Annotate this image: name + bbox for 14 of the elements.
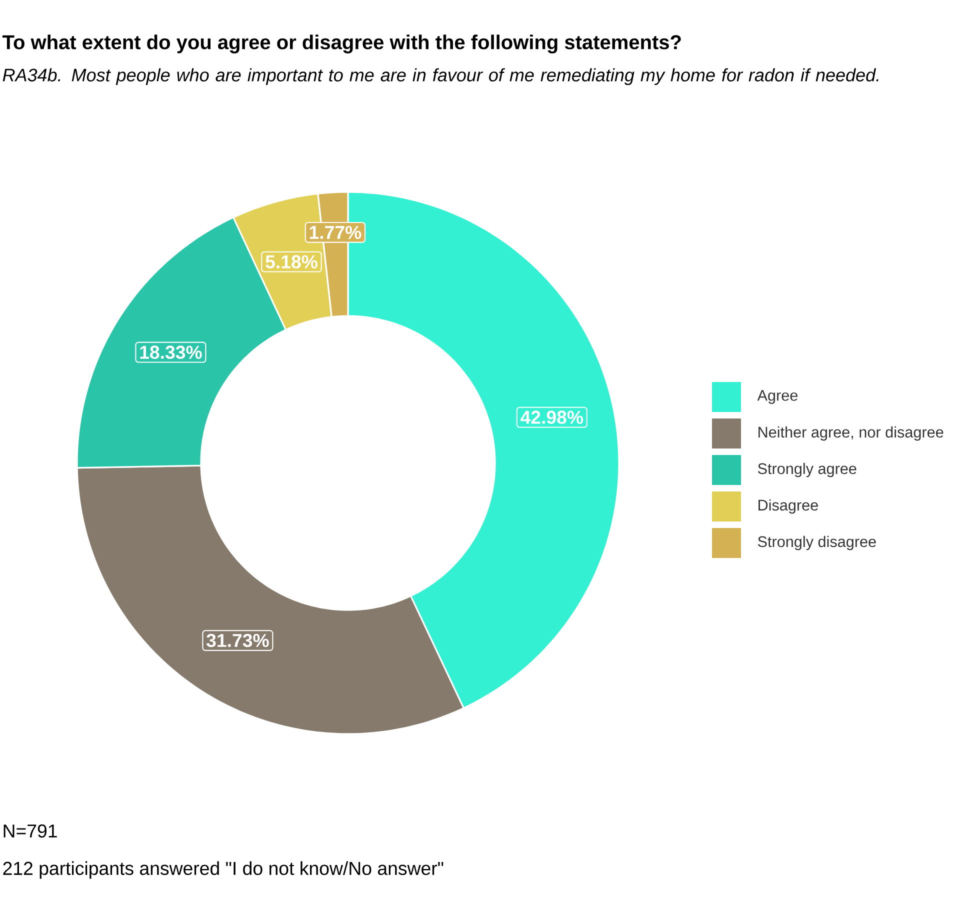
data-label: 18.33% [140, 346, 202, 359]
text: 212 participants answered "I do not know/No answer" [3, 861, 444, 879]
chart-subtitle: RA34b. Most people who are important to me are in favour of me remediating my home for radon if needed. [2, 68, 878, 86]
legend-label: Strongly disagree [758, 536, 876, 550]
data-label: 42.98% [520, 410, 584, 424]
text: N=791 [4, 824, 57, 838]
data-label: 1.77% [310, 226, 362, 239]
legend-label: Agree [757, 390, 798, 404]
legend-label: Disagree [758, 499, 818, 514]
data-label: 31.73% [206, 634, 269, 648]
legend-label: Strongly agree [758, 462, 856, 478]
legend-label: Neither agree, nor disagree [758, 426, 944, 441]
data-label: 5.18% [266, 255, 318, 268]
chart-title: To what extent do you agree or disagree with the following statements? [2, 34, 681, 54]
